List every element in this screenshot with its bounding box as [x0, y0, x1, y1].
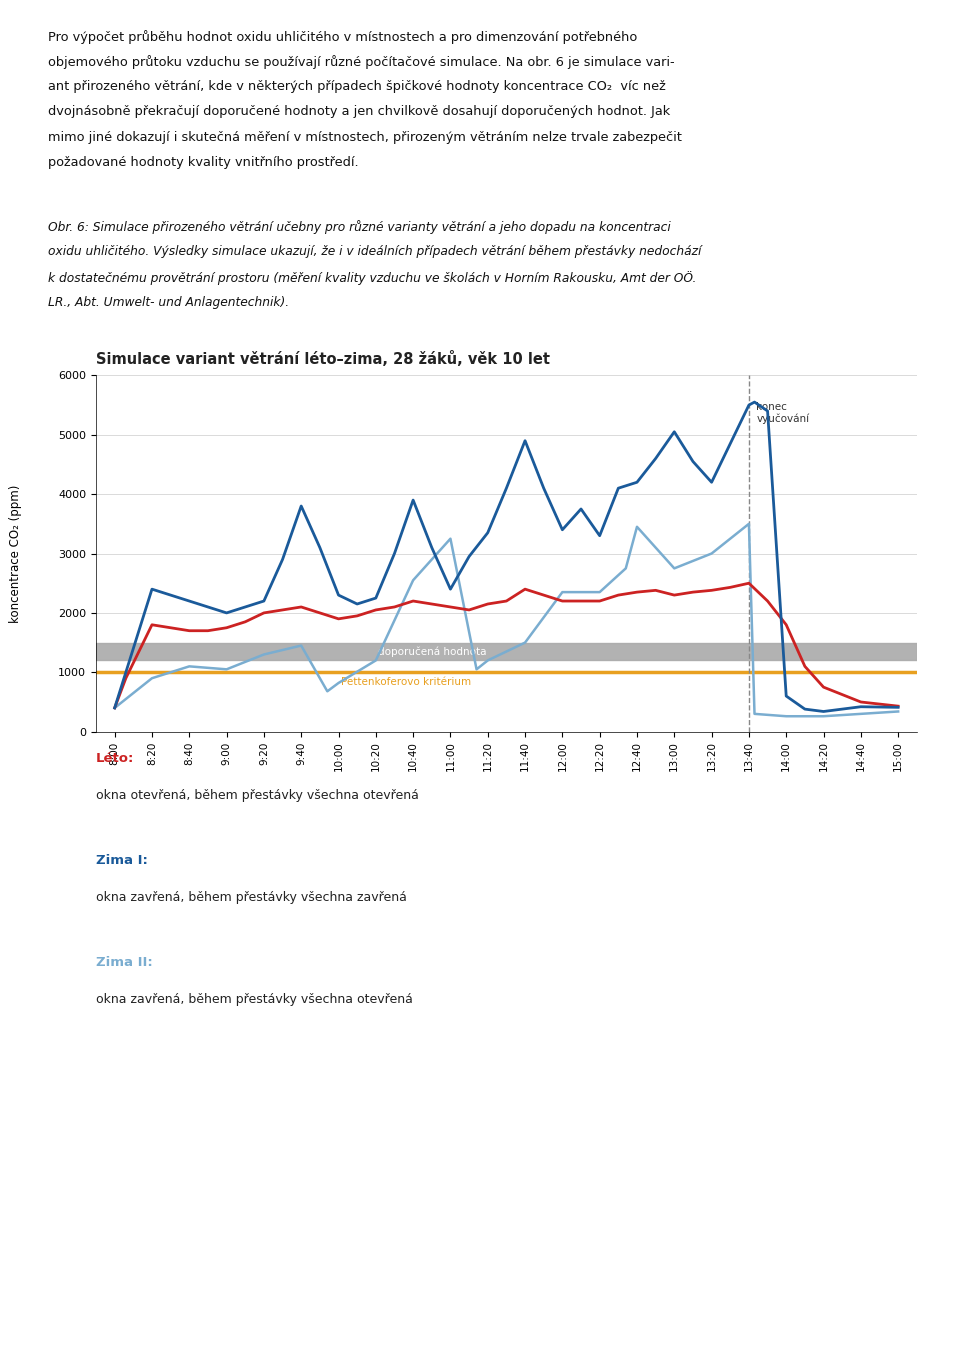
Text: okna zavřená, během přestávky všechna zavřená: okna zavřená, během přestávky všechna za…	[96, 891, 407, 904]
Text: Léto:: Léto:	[96, 752, 134, 766]
Text: oxidu uhličitého. Výsledky simulace ukazují, že i v ideálních případech větrání : oxidu uhličitého. Výsledky simulace ukaz…	[48, 245, 702, 258]
Bar	[96, 642, 917, 661]
Text: požadované hodnoty kvality vnitřního prostředí.: požadované hodnoty kvality vnitřního pro…	[48, 156, 359, 169]
Text: doporučená hodnota: doporučená hodnota	[377, 647, 486, 657]
Text: Pro výpočet průběhu hodnot oxidu uhličitého v místnostech a pro dimenzování potř: Pro výpočet průběhu hodnot oxidu uhličit…	[48, 30, 637, 44]
Text: okna otevřená, během přestávky všechna otevřená: okna otevřená, během přestávky všechna o…	[96, 789, 419, 802]
Text: Obr. 6: Simulace přirozeného větrání učebny pro různé varianty větrání a jeho do: Obr. 6: Simulace přirozeného větrání uče…	[48, 220, 671, 234]
Text: 14: 14	[47, 1318, 78, 1337]
Text: k dostatečnému provětrání prostoru (měření kvality vzduchu ve školách v Horním R: k dostatečnému provětrání prostoru (měře…	[48, 271, 696, 284]
Text: mimo jiné dokazují i skutečná měření v místnostech, přirozeným větráním nelze tr: mimo jiné dokazují i skutečná měření v m…	[48, 131, 682, 144]
Text: konec
vyučování: konec vyučování	[756, 403, 809, 424]
Text: okna zavřená, během přestávky všechna otevřená: okna zavřená, během přestávky všechna ot…	[96, 993, 413, 1006]
Text: ant přirozeného větrání, kde v některých případech špičkové hodnoty koncentrace : ant přirozeného větrání, kde v některých…	[48, 80, 665, 94]
Text: objemového průtoku vzduchu se používají různé počítačové simulace. Na obr. 6 je : objemového průtoku vzduchu se používají …	[48, 54, 675, 69]
Text: Pettenkoferovo kritérium: Pettenkoferovo kritérium	[341, 677, 470, 687]
Y-axis label: koncentrace CO₂ (ppm): koncentrace CO₂ (ppm)	[10, 484, 22, 623]
Text: Simulace variant větrání léto–zima, 28 žáků, věk 10 let: Simulace variant větrání léto–zima, 28 ž…	[96, 351, 550, 367]
Text: dvojnásobně překračují doporučené hodnoty a jen chvilkově dosahují doporučených : dvojnásobně překračují doporučené hodnot…	[48, 106, 670, 118]
Text: LR., Abt. Umwelt- und Anlagentechnik).: LR., Abt. Umwelt- und Anlagentechnik).	[48, 296, 289, 309]
Text: Zima II:: Zima II:	[96, 956, 153, 970]
Text: Zima I:: Zima I:	[96, 854, 148, 868]
